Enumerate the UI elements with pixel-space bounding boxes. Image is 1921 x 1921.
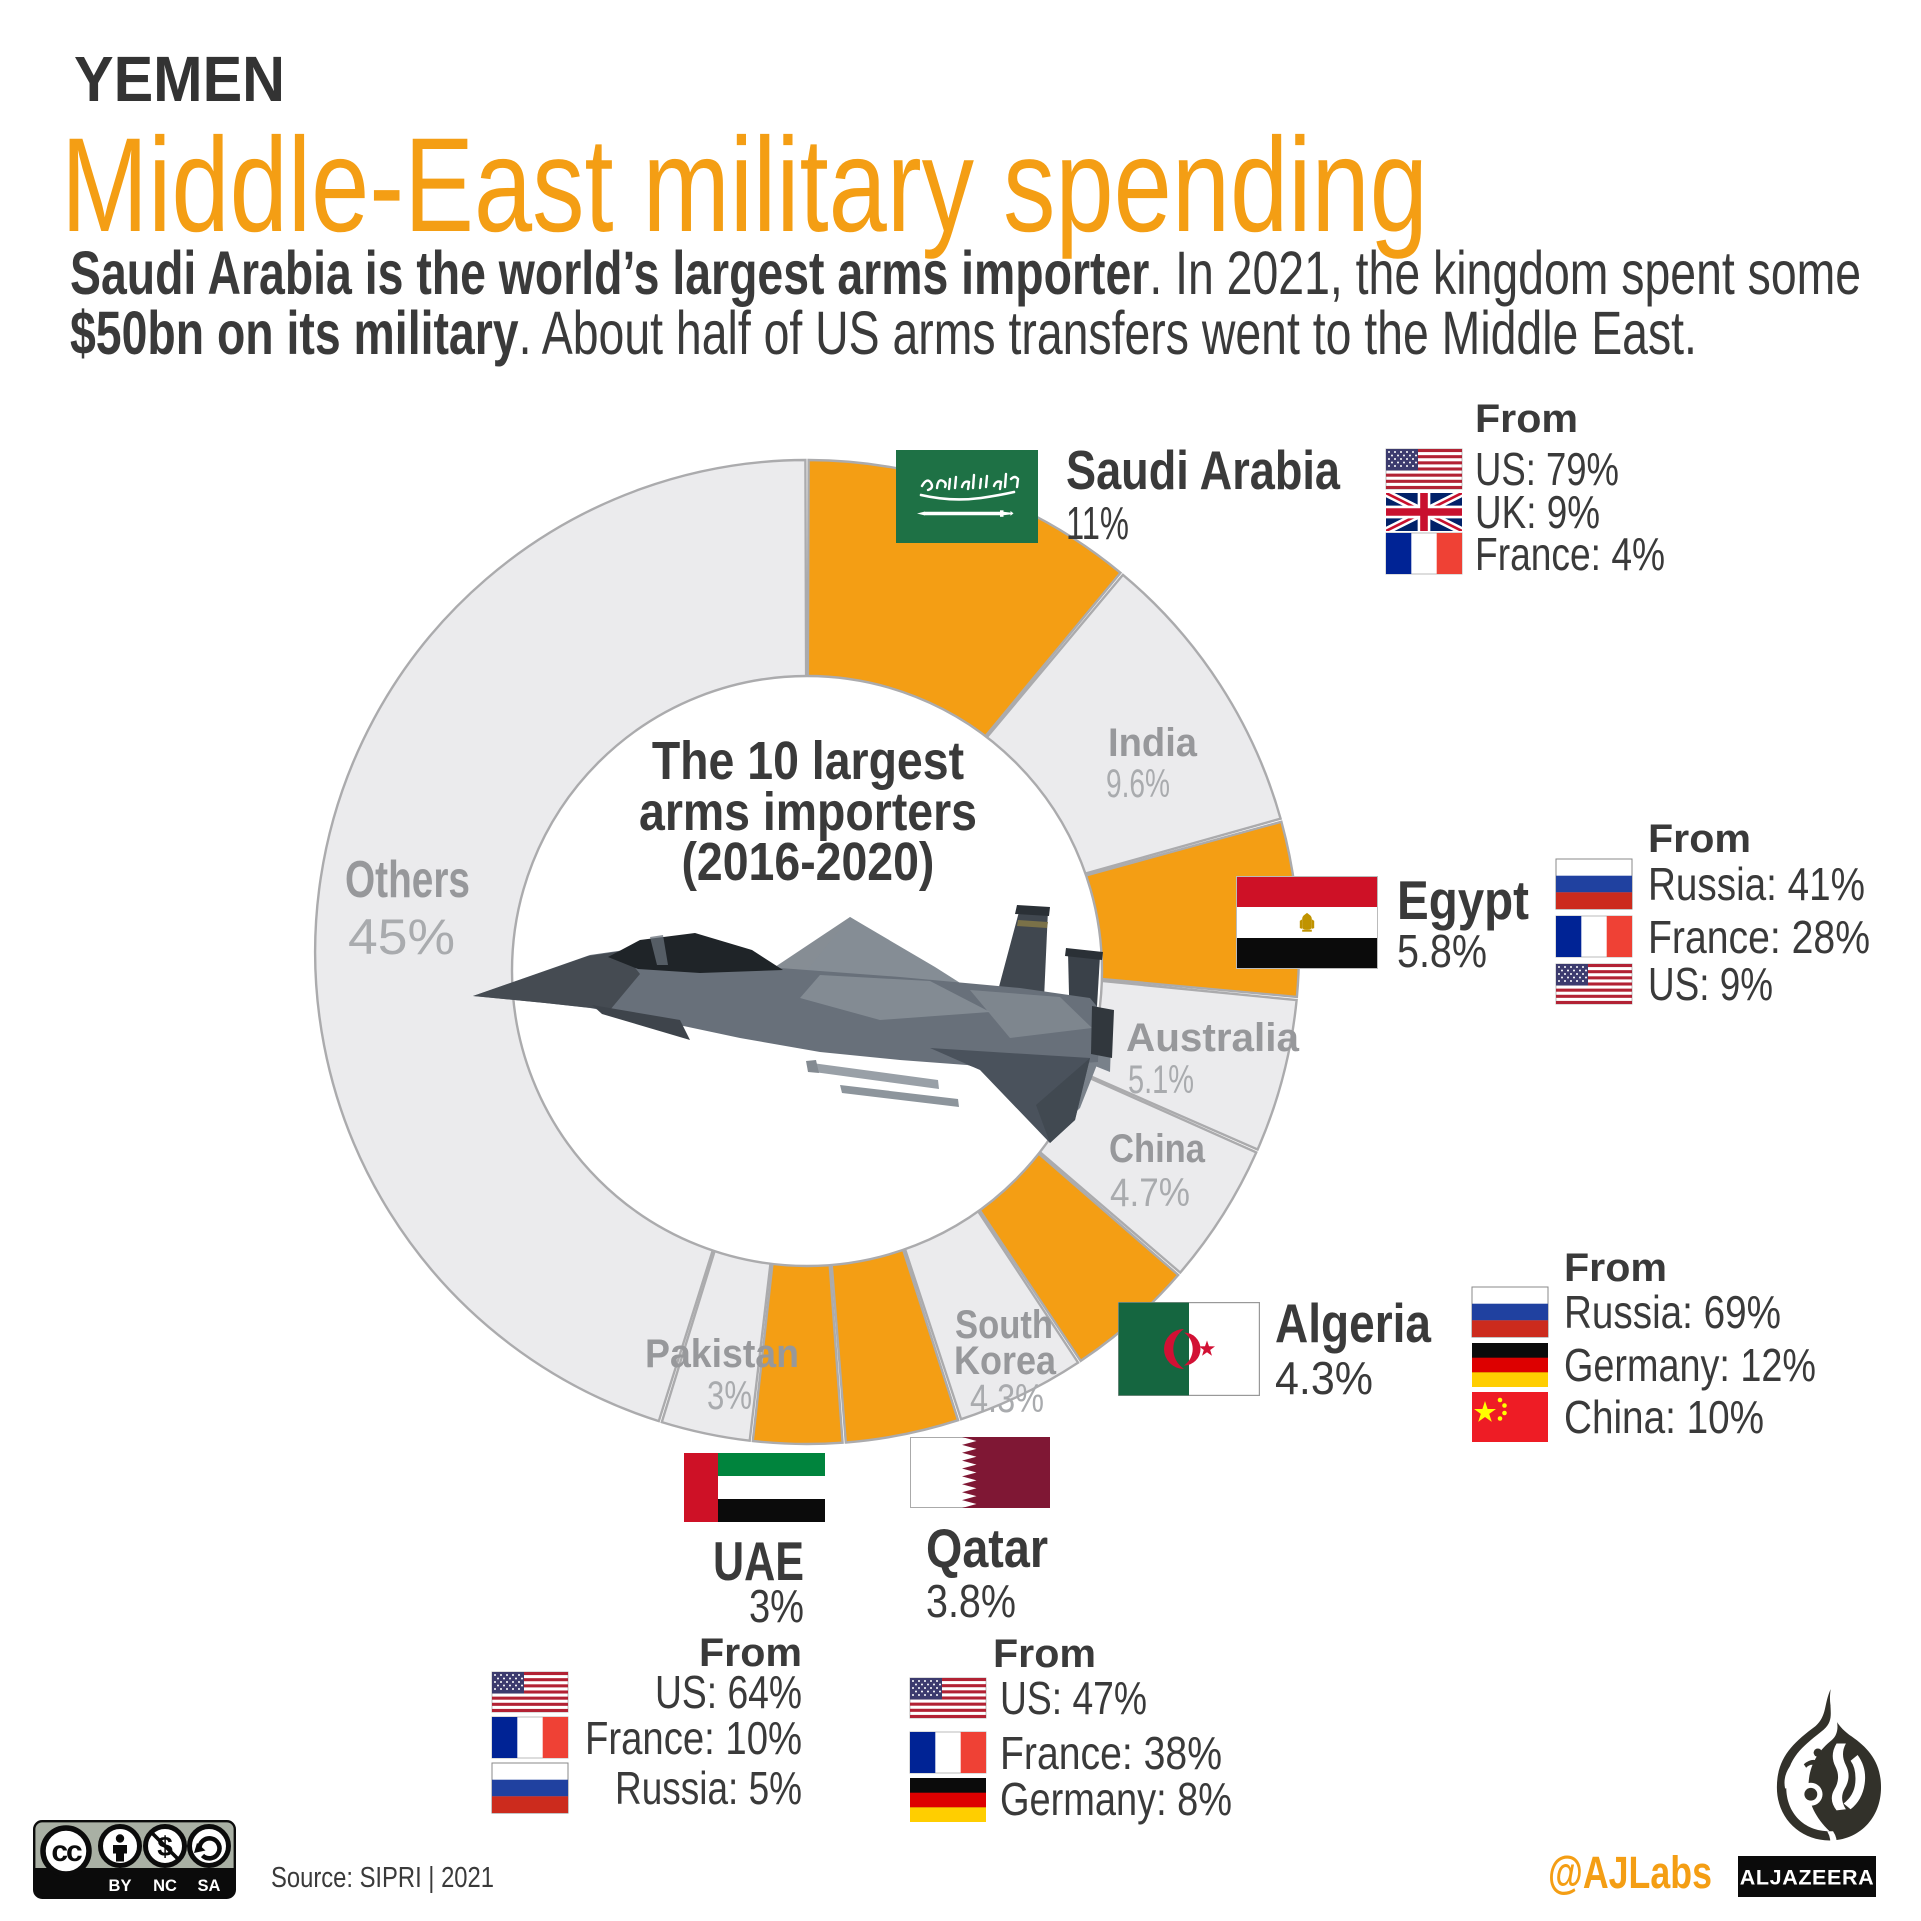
svg-text:cc: cc	[51, 1835, 82, 1868]
svg-text:SA: SA	[198, 1877, 221, 1895]
svg-text:BY: BY	[109, 1877, 132, 1895]
svg-text:NC: NC	[153, 1877, 177, 1895]
svg-text:ALJAZEERA: ALJAZEERA	[1740, 1866, 1874, 1890]
